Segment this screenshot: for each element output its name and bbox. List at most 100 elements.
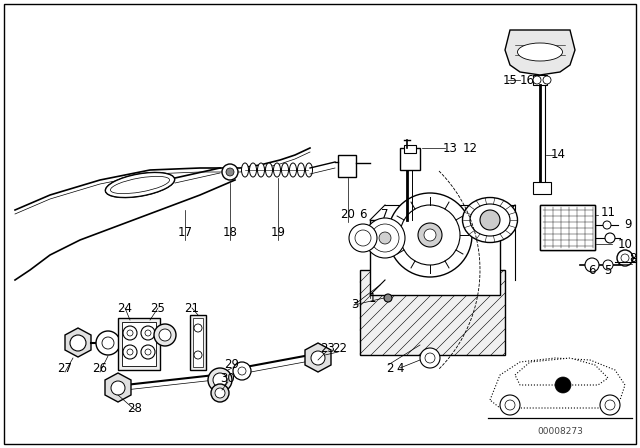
Ellipse shape <box>257 163 264 177</box>
Ellipse shape <box>250 163 257 177</box>
Text: 2: 2 <box>387 362 394 375</box>
Circle shape <box>141 345 155 359</box>
Circle shape <box>154 324 176 346</box>
Circle shape <box>111 381 125 395</box>
Bar <box>118 318 160 370</box>
Circle shape <box>400 205 460 265</box>
Text: 11: 11 <box>600 206 616 219</box>
Text: 29: 29 <box>225 358 239 371</box>
Circle shape <box>127 330 133 336</box>
Ellipse shape <box>282 163 289 177</box>
Circle shape <box>388 193 472 277</box>
Text: 13: 13 <box>443 142 458 155</box>
Circle shape <box>603 260 613 270</box>
Circle shape <box>311 351 325 365</box>
Text: 17: 17 <box>177 225 193 238</box>
Circle shape <box>233 362 251 380</box>
Circle shape <box>621 254 629 262</box>
Ellipse shape <box>305 163 312 177</box>
Text: 22: 22 <box>333 341 348 354</box>
Ellipse shape <box>463 198 518 242</box>
Circle shape <box>96 331 120 355</box>
Circle shape <box>384 294 392 302</box>
Circle shape <box>365 218 405 258</box>
Text: 7: 7 <box>381 208 388 221</box>
Circle shape <box>605 233 615 243</box>
Text: 19: 19 <box>271 225 285 238</box>
Circle shape <box>194 324 202 332</box>
Circle shape <box>123 345 137 359</box>
Text: 25: 25 <box>150 302 165 314</box>
Ellipse shape <box>241 163 248 177</box>
Circle shape <box>424 229 436 241</box>
Circle shape <box>533 76 541 84</box>
Text: 30: 30 <box>221 371 236 384</box>
Circle shape <box>70 335 86 351</box>
Circle shape <box>543 76 551 84</box>
Text: 26: 26 <box>93 362 108 375</box>
Circle shape <box>194 351 202 359</box>
Polygon shape <box>490 358 625 408</box>
Polygon shape <box>65 328 91 357</box>
Ellipse shape <box>266 163 273 177</box>
Text: 20: 20 <box>340 208 355 221</box>
Circle shape <box>500 395 520 415</box>
Text: 12: 12 <box>463 142 477 155</box>
Ellipse shape <box>273 163 280 177</box>
Polygon shape <box>505 30 575 75</box>
Bar <box>360 270 505 355</box>
Text: 27: 27 <box>58 362 72 375</box>
Bar <box>370 220 500 295</box>
Circle shape <box>555 377 571 393</box>
Bar <box>122 322 156 366</box>
Circle shape <box>213 373 227 387</box>
Bar <box>338 155 356 177</box>
Ellipse shape <box>470 204 510 236</box>
Circle shape <box>238 367 246 375</box>
Polygon shape <box>105 373 131 402</box>
Circle shape <box>159 329 171 341</box>
Text: 18: 18 <box>223 225 237 238</box>
Text: 21: 21 <box>184 302 200 314</box>
Text: 00008273: 00008273 <box>537 427 583 436</box>
Circle shape <box>418 223 442 247</box>
Circle shape <box>379 232 391 244</box>
Bar <box>533 182 551 194</box>
Circle shape <box>145 330 151 336</box>
Circle shape <box>603 221 611 229</box>
Polygon shape <box>515 358 608 385</box>
Circle shape <box>617 250 633 266</box>
Circle shape <box>222 164 238 180</box>
Bar <box>404 145 416 153</box>
Text: 23: 23 <box>321 341 335 354</box>
Text: 14: 14 <box>550 148 566 161</box>
Ellipse shape <box>111 177 170 194</box>
Ellipse shape <box>298 163 305 177</box>
Ellipse shape <box>518 43 563 61</box>
Text: 4: 4 <box>396 362 404 375</box>
Circle shape <box>349 224 377 252</box>
Ellipse shape <box>289 163 296 177</box>
Ellipse shape <box>106 172 175 198</box>
Text: 6: 6 <box>588 263 596 276</box>
Text: 15: 15 <box>502 73 517 86</box>
Circle shape <box>605 400 615 410</box>
Circle shape <box>141 326 155 340</box>
Circle shape <box>145 349 151 355</box>
Circle shape <box>371 224 399 252</box>
Circle shape <box>425 353 435 363</box>
Text: 10: 10 <box>618 238 632 251</box>
Circle shape <box>208 368 232 392</box>
Circle shape <box>505 400 515 410</box>
Text: 3: 3 <box>351 298 358 311</box>
Bar <box>190 315 206 370</box>
Text: 6: 6 <box>359 208 367 221</box>
Text: 16: 16 <box>520 73 534 86</box>
Circle shape <box>123 326 137 340</box>
Bar <box>533 75 547 85</box>
Bar <box>400 148 420 170</box>
Circle shape <box>215 388 225 398</box>
Polygon shape <box>305 343 331 372</box>
Text: 9: 9 <box>624 219 632 232</box>
Circle shape <box>102 337 114 349</box>
